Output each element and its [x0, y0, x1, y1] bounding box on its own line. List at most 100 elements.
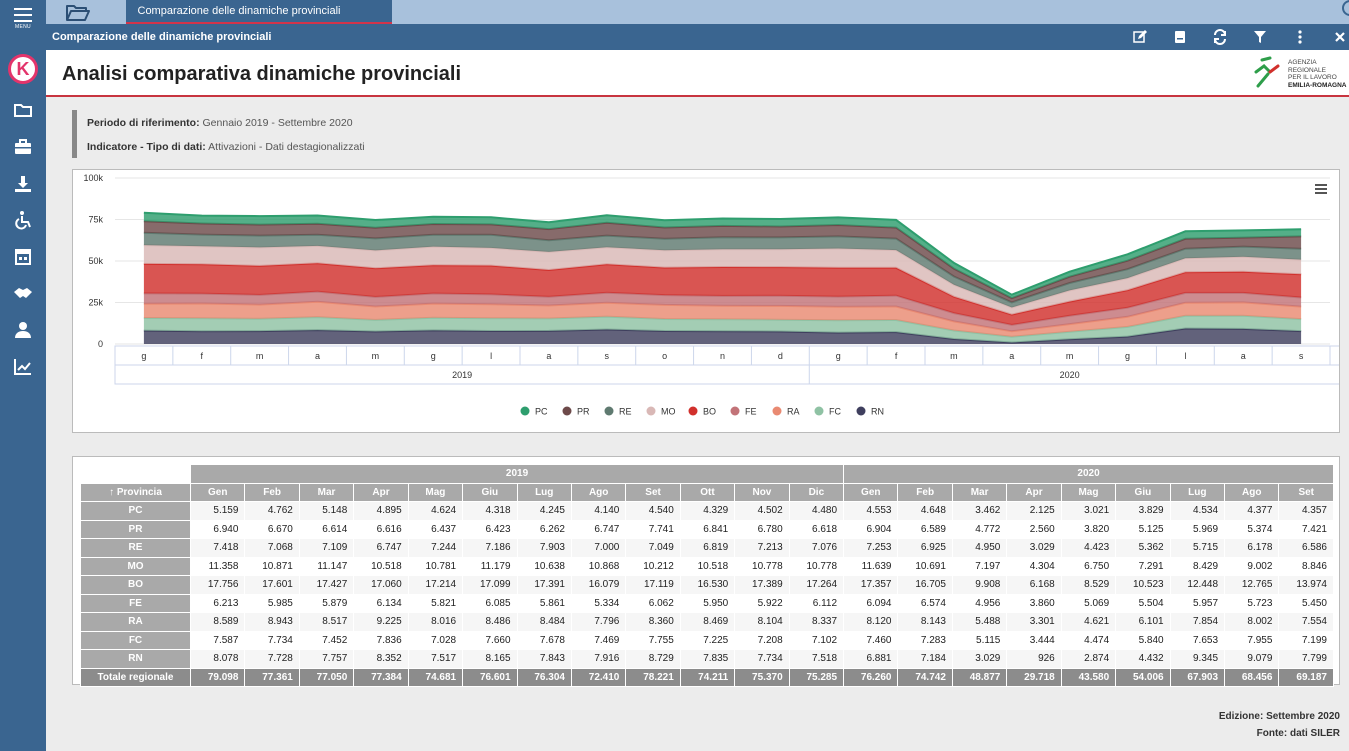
- value-cell: 8.143: [897, 612, 953, 632]
- value-cell: 11.179: [462, 556, 518, 576]
- month-header[interactable]: Feb: [244, 482, 300, 502]
- value-cell: 6.112: [788, 593, 845, 613]
- info-block: Periodo di riferimento: Gennaio 2019 - S…: [72, 110, 672, 158]
- value-cell: 9.002: [1224, 556, 1280, 576]
- x-tick-label: l: [490, 351, 492, 361]
- chart-menu-icon[interactable]: [1315, 184, 1327, 194]
- value-cell: 5.879: [298, 593, 355, 613]
- month-header[interactable]: Ott: [679, 482, 736, 502]
- value-cell: 5.374: [1224, 519, 1280, 539]
- folder-open-icon[interactable]: [66, 4, 90, 21]
- refresh-icon[interactable]: [1212, 29, 1228, 45]
- value-cell: 10.691: [897, 556, 953, 576]
- more-vertical-icon[interactable]: [1292, 29, 1308, 45]
- help-icon[interactable]: [1342, 0, 1349, 16]
- menu-button[interactable]: MENU: [0, 8, 46, 30]
- value-cell: 43.580: [1060, 667, 1117, 687]
- month-header[interactable]: Nov: [734, 482, 790, 502]
- month-header[interactable]: Lug: [516, 482, 572, 502]
- table-panel: 2019 2020 ↑ Provincia Gen Feb Mar Apr Mag Giu Lug…: [72, 456, 1340, 687]
- month-header[interactable]: Mag: [1060, 482, 1117, 502]
- download-icon[interactable]: [13, 174, 33, 194]
- y-tick-label: 0: [98, 339, 103, 349]
- value-cell: 10.523: [1115, 575, 1171, 595]
- value-cell: 4.318: [462, 501, 518, 521]
- month-header[interactable]: Feb: [897, 482, 953, 502]
- briefcase-icon[interactable]: [13, 137, 33, 157]
- value-cell: 8.016: [407, 612, 464, 632]
- save-icon[interactable]: [1172, 29, 1188, 45]
- month-header[interactable]: Dic: [788, 482, 845, 502]
- month-header[interactable]: Ago: [1224, 482, 1280, 502]
- month-header[interactable]: Ago: [570, 482, 627, 502]
- value-cell: 6.940: [189, 519, 246, 539]
- month-header[interactable]: Apr: [353, 482, 409, 502]
- x-tick-label: a: [546, 351, 551, 361]
- handshake-icon[interactable]: [13, 283, 33, 303]
- value-cell: 7.197: [951, 556, 1008, 576]
- value-cell: 7.955: [1224, 630, 1280, 650]
- corner-empty: [80, 464, 191, 484]
- value-cell: 8.729: [625, 649, 681, 669]
- x-tick-label: g: [431, 351, 436, 361]
- provincia-sort-header[interactable]: ↑ Provincia: [80, 482, 191, 502]
- month-header[interactable]: Giu: [1115, 482, 1171, 502]
- value-cell: 7.244: [407, 538, 464, 558]
- x-tick-label: g: [836, 351, 841, 361]
- trend-chart-icon[interactable]: [13, 356, 33, 376]
- calendar-icon[interactable]: [13, 246, 33, 266]
- user-icon[interactable]: [13, 320, 33, 340]
- folder-icon[interactable]: [13, 100, 33, 120]
- month-header[interactable]: Mag: [407, 482, 464, 502]
- month-header[interactable]: Set: [625, 482, 681, 502]
- value-cell: 8.352: [353, 649, 409, 669]
- filter-icon[interactable]: [1252, 29, 1268, 45]
- app-logo[interactable]: K: [8, 54, 38, 84]
- month-header[interactable]: Giu: [462, 482, 518, 502]
- legend-item-rn: RN: [871, 407, 884, 417]
- value-cell: 5.821: [407, 593, 464, 613]
- value-cell: 6.062: [625, 593, 681, 613]
- value-cell: 75.285: [788, 667, 845, 687]
- month-header[interactable]: Apr: [1006, 482, 1062, 502]
- table-row: PC 5.159 4.762 5.148 4.895 4.624 4.318 4.245 4.1…: [80, 501, 1334, 521]
- value-cell: 6.085: [462, 593, 518, 613]
- line-series-pc: [143, 211, 1302, 296]
- tab-comparazione[interactable]: Comparazione delle dinamiche provinciali: [126, 0, 392, 24]
- month-header[interactable]: Mar: [298, 482, 355, 502]
- value-cell: 6.586: [1278, 538, 1334, 558]
- value-cell: 3.021: [1060, 501, 1117, 521]
- value-cell: 7.728: [244, 649, 300, 669]
- value-cell: 6.178: [1224, 538, 1280, 558]
- value-cell: 7.421: [1278, 519, 1334, 539]
- value-cell: 8.589: [189, 612, 246, 632]
- value-cell: 7.184: [897, 649, 953, 669]
- value-cell: 17.391: [516, 575, 572, 595]
- value-cell: 5.334: [570, 593, 627, 613]
- total-row: Totale regionale 79.098 77.361 77.050 77.384…: [80, 667, 1334, 687]
- accessibility-icon[interactable]: [13, 210, 33, 230]
- value-cell: 16.705: [897, 575, 953, 595]
- value-cell: 69.187: [1278, 667, 1334, 687]
- value-cell: 7.757: [298, 649, 355, 669]
- value-cell: 7.186: [462, 538, 518, 558]
- value-cell: 3.820: [1060, 519, 1117, 539]
- month-header[interactable]: Mar: [951, 482, 1008, 502]
- month-header[interactable]: Set: [1278, 482, 1334, 502]
- value-cell: 8.943: [244, 612, 300, 632]
- value-cell: 5.488: [951, 612, 1008, 632]
- value-cell: 5.723: [1224, 593, 1280, 613]
- month-header[interactable]: Gen: [843, 482, 899, 502]
- legend-marker-rn: [856, 406, 866, 416]
- value-cell: 76.601: [462, 667, 518, 687]
- edit-icon[interactable]: [1132, 29, 1148, 45]
- value-cell: 6.574: [897, 593, 953, 613]
- value-cell: 2.560: [1006, 519, 1062, 539]
- area-series-mo: [143, 245, 1302, 315]
- value-cell: 7.554: [1278, 612, 1334, 632]
- value-cell: 7.000: [570, 538, 627, 558]
- month-header[interactable]: Lug: [1169, 482, 1226, 502]
- month-header[interactable]: Gen: [189, 482, 246, 502]
- close-icon[interactable]: [1332, 29, 1348, 45]
- value-cell: 17.427: [298, 575, 355, 595]
